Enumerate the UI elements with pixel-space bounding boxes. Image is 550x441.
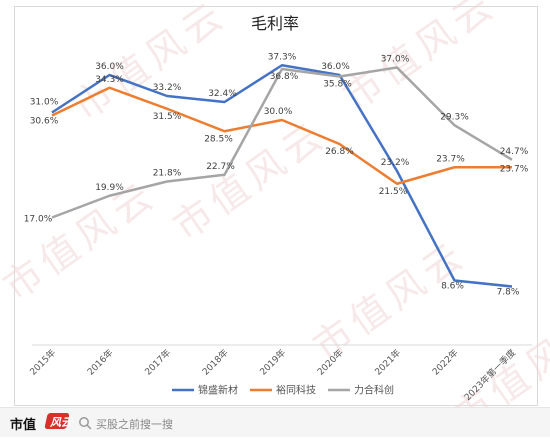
x-tick-label: 2016年 <box>85 347 116 378</box>
legend-label: 力合科创 <box>354 384 394 397</box>
data-label: 36.0% <box>321 62 350 72</box>
search-icon[interactable] <box>78 416 92 430</box>
data-label: 37.3% <box>268 52 297 62</box>
data-label: 36.0% <box>95 62 124 72</box>
data-label: 29.3% <box>440 112 469 122</box>
data-label: 31.0% <box>30 98 59 108</box>
series-line <box>51 64 513 288</box>
data-label: 37.0% <box>381 55 410 65</box>
x-tick-label: 2015年 <box>27 347 58 378</box>
data-label: 7.8% <box>497 288 520 298</box>
brand-logo-text[interactable]: 市值 <box>10 418 37 433</box>
data-label: 21.5% <box>379 187 408 197</box>
data-label: 33.2% <box>153 83 182 93</box>
x-tick-label: 2020年 <box>315 347 346 378</box>
data-label: 19.9% <box>95 183 124 193</box>
series-line <box>51 86 512 185</box>
series-line <box>51 66 513 219</box>
x-tick-label: 2021年 <box>372 347 403 378</box>
data-label: 23.7% <box>500 164 529 174</box>
data-label: 34.3% <box>95 75 124 85</box>
data-label: 17.0% <box>24 215 53 225</box>
data-label: 31.5% <box>153 112 182 122</box>
data-label: 28.5% <box>204 134 233 144</box>
data-label: 36.8% <box>270 72 299 82</box>
x-tick-label: 2023年第一季度 <box>462 347 519 404</box>
footer-bar: 市值 风云 买股之前搜一搜 <box>0 407 550 437</box>
x-tick-label: 2017年 <box>142 347 173 378</box>
chart-frame <box>14 6 538 406</box>
data-label: 23.7% <box>436 154 465 164</box>
data-label: 24.7% <box>500 147 529 157</box>
brand-logo-mark-text: 风云 <box>50 416 72 429</box>
data-label: 32.4% <box>208 89 237 99</box>
x-tick-label: 2022年 <box>430 347 461 378</box>
data-label: 22.7% <box>206 162 235 172</box>
x-tick-label: 2019年 <box>257 347 288 378</box>
data-label: 23.2% <box>381 158 410 168</box>
search-input[interactable]: 买股之前搜一搜 <box>96 418 173 431</box>
x-tick-label: 2018年 <box>200 347 231 378</box>
chart-title: 毛利率 <box>250 14 299 33</box>
legend-label: 锦盛新材 <box>198 384 238 397</box>
data-label: 26.8% <box>325 147 354 157</box>
data-label: 30.6% <box>30 117 59 127</box>
legend-label: 裕同科技 <box>276 384 316 397</box>
data-label: 8.6% <box>441 282 464 292</box>
data-label: 21.8% <box>153 169 182 179</box>
data-label: 35.8% <box>323 80 352 90</box>
data-label: 30.0% <box>264 107 293 117</box>
